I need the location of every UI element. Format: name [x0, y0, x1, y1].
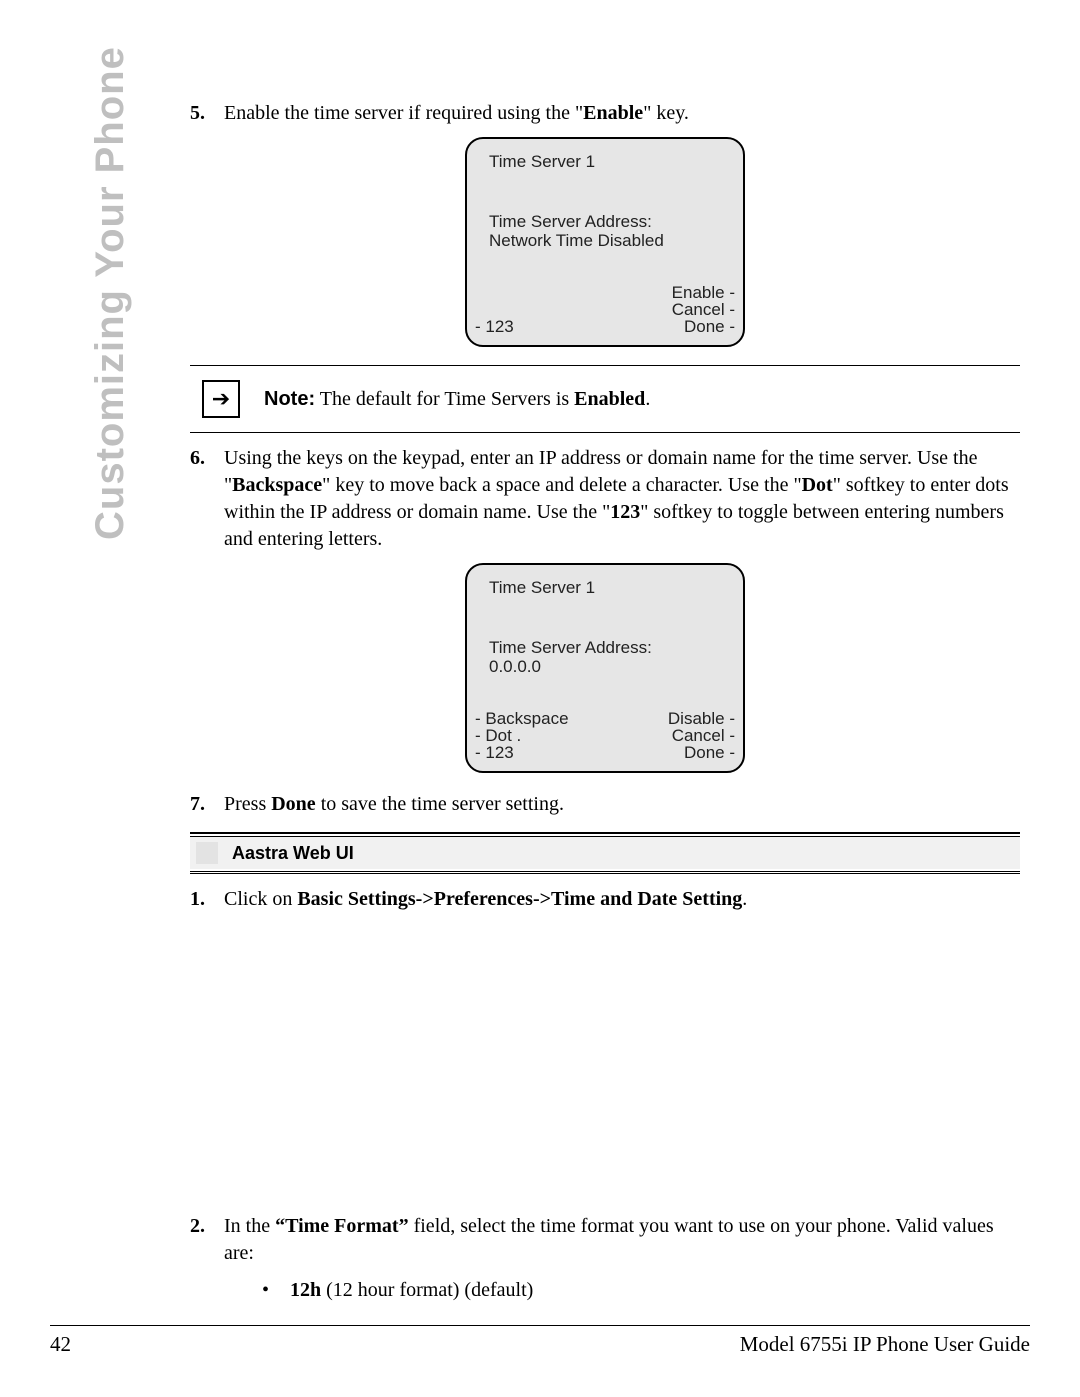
address-value: Network Time Disabled — [489, 232, 664, 251]
address-label: Time Server Address: — [489, 639, 652, 658]
text: . — [645, 388, 650, 410]
text: In the — [224, 1215, 275, 1237]
text: " key. — [643, 102, 689, 124]
step-5: 5. Enable the time server if required us… — [190, 100, 1020, 127]
note-enabled: Enabled — [574, 388, 645, 410]
softkey-cancel[interactable]: Cancel - — [668, 727, 735, 744]
dot-key: Dot — [802, 474, 833, 496]
page: Customizing Your Phone 5. Enable the tim… — [0, 0, 1080, 1397]
enable-key-label: Enable — [583, 102, 643, 124]
text: . — [742, 888, 747, 910]
step-number: 7. — [190, 791, 224, 818]
right-softkeys: Disable - Cancel - Done - — [668, 710, 735, 761]
arrow-icon: ➔ — [202, 380, 240, 418]
web-step-2: 2. In the “Time Format” field, select th… — [190, 1213, 1020, 1304]
softkey-disable[interactable]: Disable - — [668, 710, 735, 727]
divider — [190, 432, 1020, 433]
step-7: 7. Press Done to save the time server se… — [190, 791, 1020, 818]
note-text: Note: The default for Time Servers is En… — [264, 386, 650, 413]
note-label: Note: — [264, 388, 315, 410]
done-key: Done — [271, 793, 315, 815]
section-header: Aastra Web UI — [190, 832, 1020, 874]
123-key: 123 — [610, 501, 640, 523]
step-6: 6. Using the keys on the keypad, enter a… — [190, 445, 1020, 553]
step-number: 5. — [190, 100, 224, 127]
softkey-done[interactable]: Done - — [668, 744, 735, 761]
text: Click on — [224, 888, 297, 910]
time-format-field: “Time Format” — [275, 1215, 409, 1237]
step-body: Enable the time server if required using… — [224, 100, 1020, 127]
step-body: Using the keys on the keypad, enter an I… — [224, 445, 1020, 553]
phone-screen-2: Time Server 1 Time Server Address: 0.0.0… — [465, 563, 745, 773]
guide-title: Model 6755i IP Phone User Guide — [740, 1332, 1030, 1357]
text: Enable the time server if required using… — [224, 102, 583, 124]
step-body: In the “Time Format” field, select the t… — [224, 1213, 1020, 1304]
nav-path: Basic Settings->Preferences->Time and Da… — [297, 888, 742, 910]
step-number: 2. — [190, 1213, 224, 1304]
screen-address: Time Server Address: Network Time Disabl… — [489, 213, 664, 250]
right-softkeys: Enable - Cancel - Done - — [672, 284, 735, 335]
softkey-done[interactable]: Done - — [672, 318, 735, 335]
spacer — [190, 923, 1020, 1213]
softkey-123[interactable]: - 123 — [475, 318, 514, 335]
address-label: Time Server Address: — [489, 213, 664, 232]
softkey-backspace[interactable]: - Backspace — [475, 710, 569, 727]
text: Press — [224, 793, 271, 815]
left-softkeys: - 123 — [475, 318, 514, 335]
screen-title: Time Server 1 — [489, 151, 595, 174]
step-body: Click on Basic Settings->Preferences->Ti… — [224, 886, 1020, 913]
screen-address: Time Server Address: 0.0.0.0 — [489, 639, 652, 676]
softkey-cancel[interactable]: Cancel - — [672, 301, 735, 318]
text: " key to move back a space and delete a … — [322, 474, 801, 496]
text: The default for Time Servers is — [315, 388, 574, 410]
step-number: 6. — [190, 445, 224, 553]
softkey-123[interactable]: - 123 — [475, 744, 569, 761]
softkey-enable[interactable]: Enable - — [672, 284, 735, 301]
bullet-12h: 12h (12 hour format) (default) — [262, 1277, 1020, 1304]
section-icon — [196, 842, 218, 864]
web-step-1: 1. Click on Basic Settings->Preferences-… — [190, 886, 1020, 913]
phone-screen-1: Time Server 1 Time Server Address: Netwo… — [465, 137, 745, 347]
note-row: ➔ Note: The default for Time Servers is … — [190, 366, 1020, 432]
text: (12 hour format) (default) — [321, 1279, 533, 1301]
section-title: Aastra Web UI — [232, 841, 354, 865]
softkey-dot[interactable]: - Dot . — [475, 727, 569, 744]
content-area: 5. Enable the time server if required us… — [190, 100, 1020, 1304]
text: to save the time server setting. — [316, 793, 564, 815]
step-number: 1. — [190, 886, 224, 913]
page-number: 42 — [50, 1332, 71, 1357]
backspace-key: Backspace — [232, 474, 322, 496]
left-softkeys: - Backspace - Dot . - 123 — [475, 710, 569, 761]
side-section-title: Customizing Your Phone — [88, 46, 133, 540]
step-body: Press Done to save the time server setti… — [224, 791, 1020, 818]
screen-title: Time Server 1 — [489, 577, 595, 600]
option-12h: 12h — [290, 1279, 321, 1301]
address-value: 0.0.0.0 — [489, 658, 652, 677]
page-footer: 42 Model 6755i IP Phone User Guide — [50, 1325, 1030, 1357]
